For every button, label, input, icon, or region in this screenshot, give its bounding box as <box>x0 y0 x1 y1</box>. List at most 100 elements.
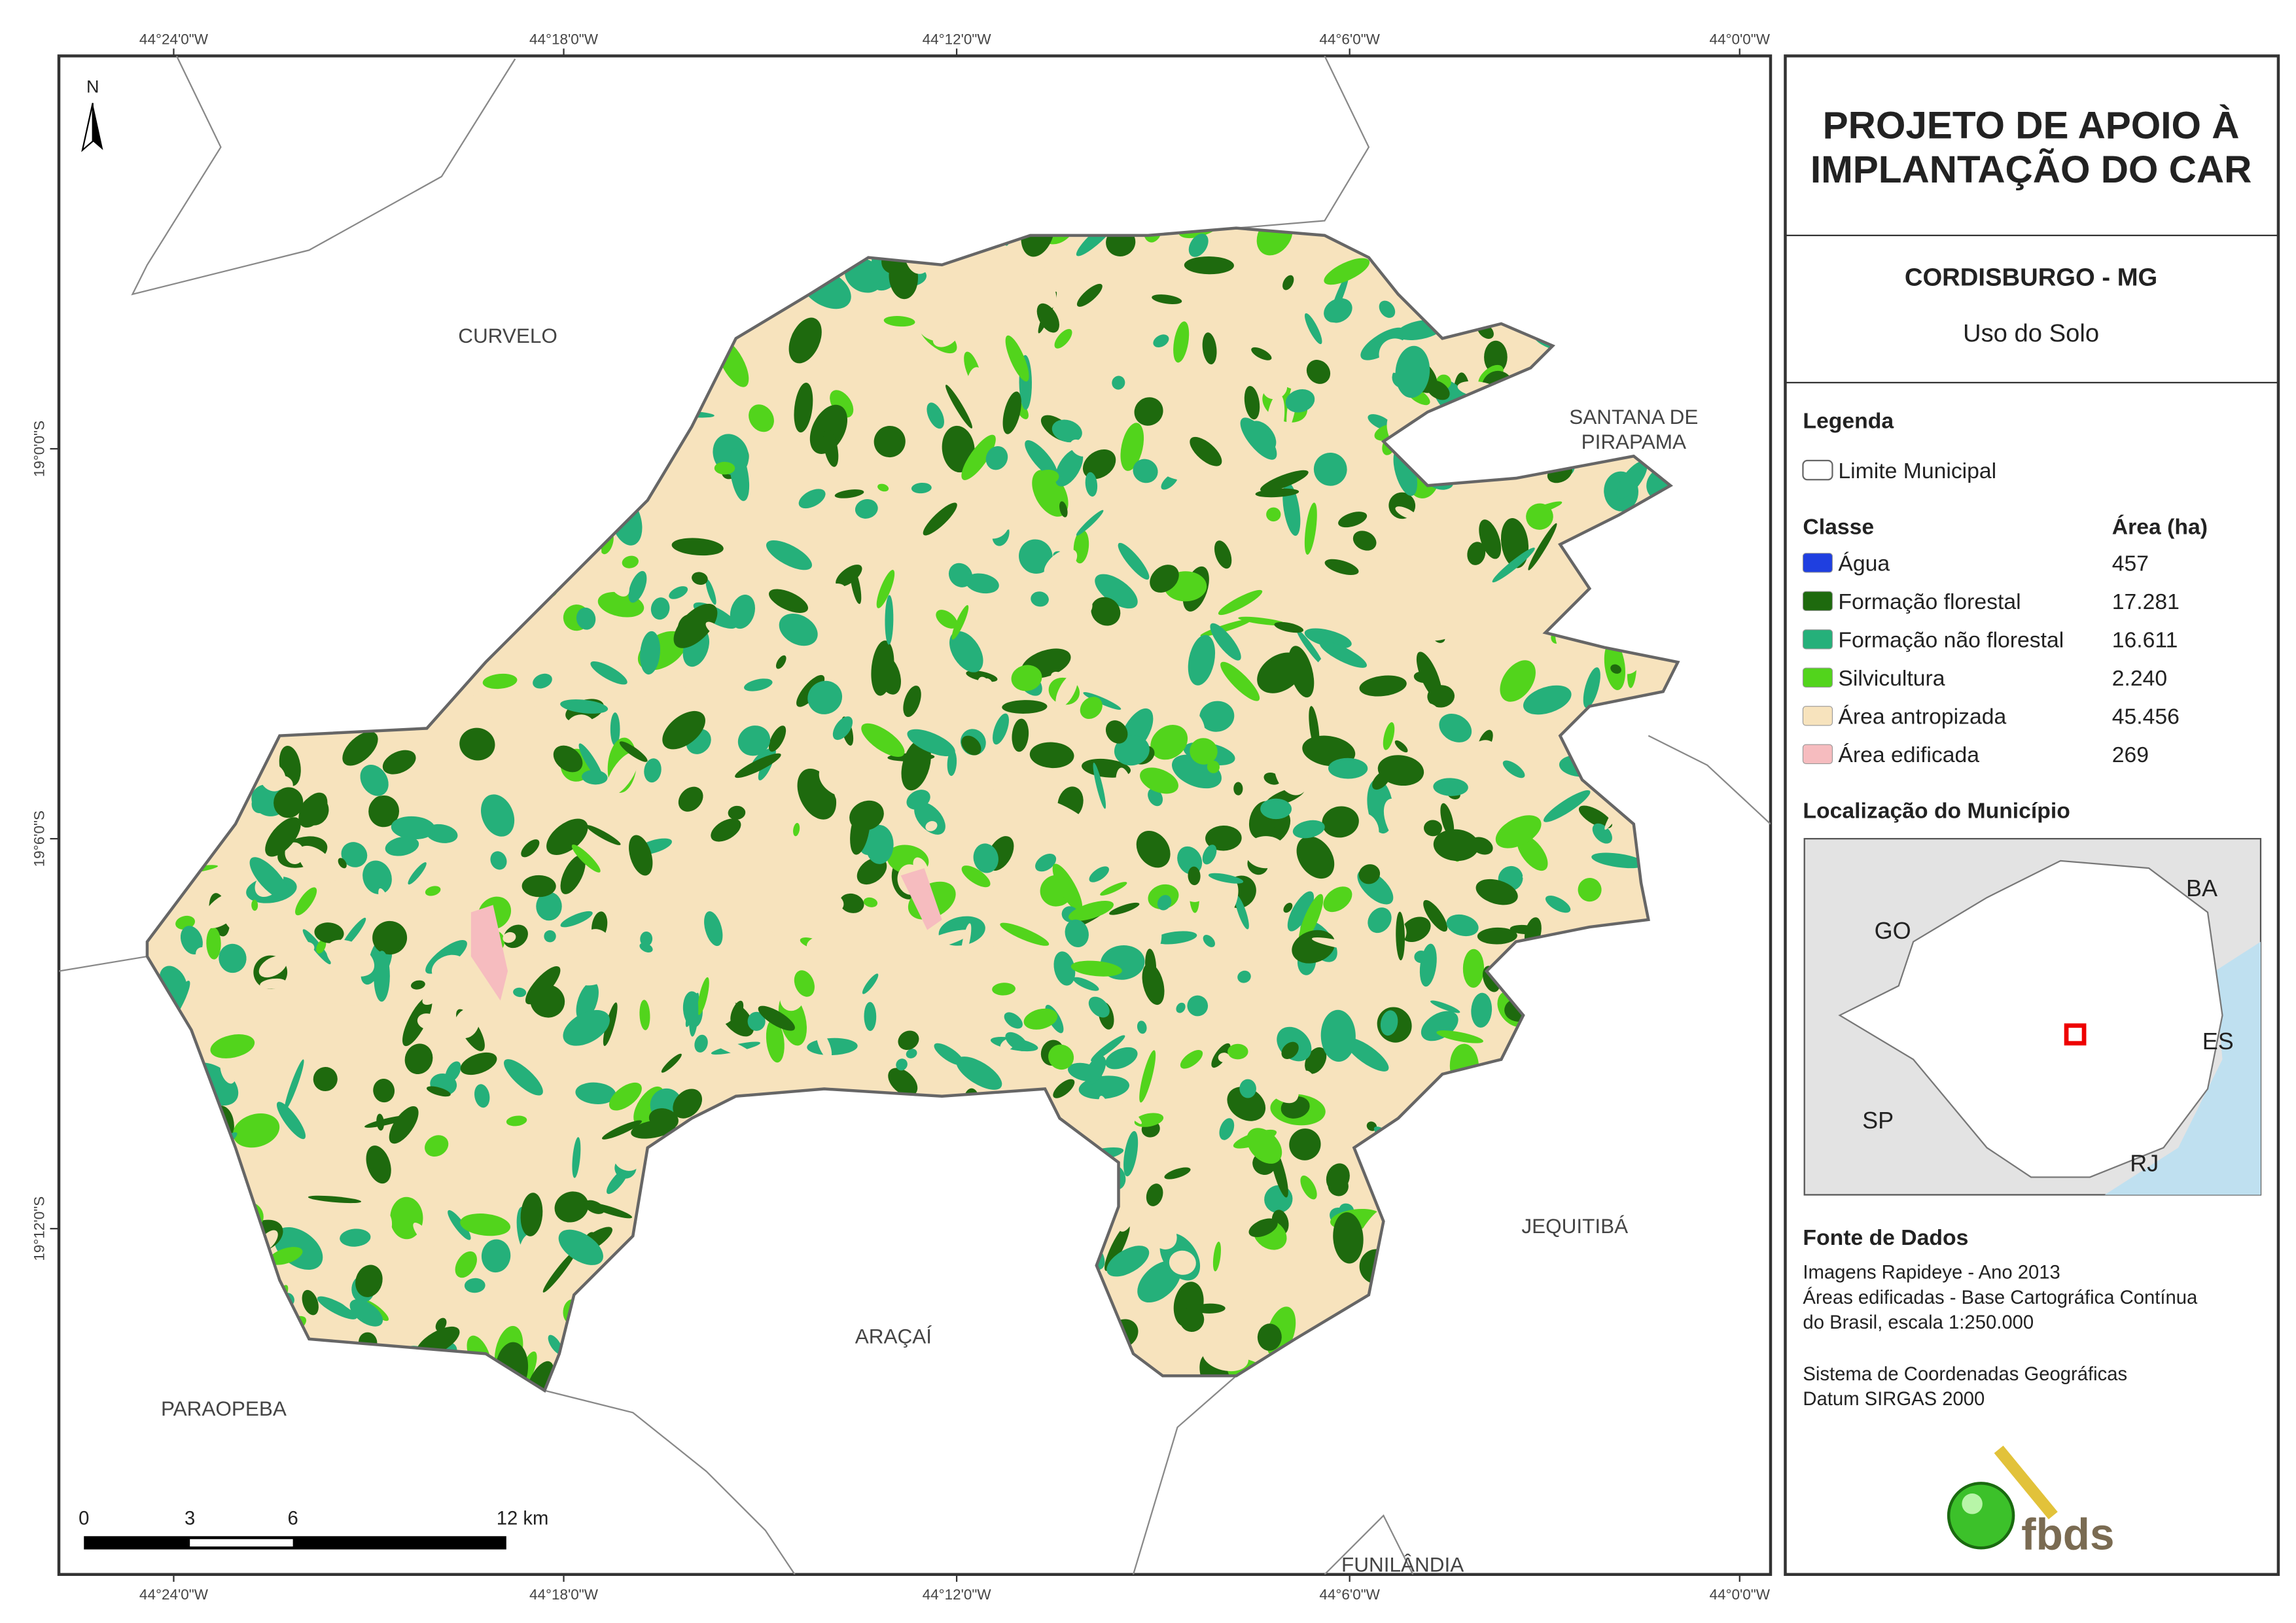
urban-patch <box>900 868 942 930</box>
lon-label: 44°18'0"W <box>529 31 599 47</box>
patch <box>1004 1012 1023 1029</box>
patch <box>1322 806 1359 838</box>
patch <box>372 920 408 955</box>
patch <box>560 855 586 894</box>
patch <box>1304 628 1352 649</box>
patch <box>1439 714 1472 742</box>
patch <box>989 787 1001 802</box>
patch <box>1012 718 1029 752</box>
patch <box>1118 542 1150 580</box>
scale-label: 6 <box>288 1508 298 1529</box>
patch <box>1281 1041 1299 1059</box>
patch <box>1202 1342 1248 1372</box>
patch <box>180 926 203 954</box>
patch <box>1220 661 1260 701</box>
patch <box>1616 461 1648 499</box>
patch <box>442 867 480 910</box>
patch <box>1145 949 1157 983</box>
patch <box>474 1084 490 1108</box>
patch <box>1025 440 1058 478</box>
patch <box>284 1059 304 1111</box>
patch <box>1492 548 1535 583</box>
patch <box>590 661 627 685</box>
patch <box>571 845 601 873</box>
patch <box>314 922 344 943</box>
patch <box>927 402 944 429</box>
class-header: Classe <box>1803 515 1874 540</box>
patch <box>1383 798 1415 847</box>
patch <box>806 935 842 957</box>
patch <box>794 970 815 997</box>
patch <box>210 1034 255 1058</box>
patch <box>1146 1218 1177 1249</box>
patch <box>790 366 837 381</box>
patch <box>1526 503 1553 530</box>
source-line: Imagens Rapideye - Ano 2013 <box>1803 1263 2060 1283</box>
patch <box>523 1157 569 1185</box>
patch <box>673 603 718 648</box>
patch <box>919 930 971 950</box>
patch <box>572 1137 581 1178</box>
patch <box>1054 328 1072 349</box>
patch <box>644 758 662 783</box>
patch <box>1149 918 1162 950</box>
patch <box>967 311 996 343</box>
legend-swatch <box>1802 667 1833 688</box>
legend-area: 457 <box>2112 551 2149 576</box>
patch <box>373 1211 393 1242</box>
patch <box>705 579 716 605</box>
patch <box>817 584 845 602</box>
legend-label: Formação florestal <box>1838 589 2021 614</box>
patch <box>607 883 626 915</box>
lon-label: 44°18'0"W <box>529 1586 599 1603</box>
patch <box>326 939 375 977</box>
patch <box>944 818 954 840</box>
legend-swatch <box>1802 706 1833 726</box>
patch <box>966 670 998 682</box>
patch <box>1271 371 1294 389</box>
patch <box>544 930 556 943</box>
patch <box>1298 894 1324 944</box>
patch <box>265 817 301 857</box>
patch <box>1333 1212 1364 1264</box>
patch <box>196 947 235 984</box>
patch <box>1256 228 1293 256</box>
patch <box>316 939 327 954</box>
patch <box>1289 1128 1321 1161</box>
patch <box>640 931 653 947</box>
patch <box>747 1011 766 1031</box>
legend-swatch <box>1802 744 1833 764</box>
patch <box>1502 760 1525 778</box>
patch <box>1188 866 1201 886</box>
patch <box>766 540 812 570</box>
patch <box>467 1154 497 1188</box>
patch <box>219 943 247 973</box>
patch <box>850 566 862 604</box>
patch <box>639 1000 650 1030</box>
patch <box>744 678 773 691</box>
patch <box>503 932 516 943</box>
patch <box>877 483 889 492</box>
legend-area: 45.456 <box>2112 705 2180 729</box>
patch <box>1214 540 1232 569</box>
patch <box>1248 1218 1278 1238</box>
patch <box>349 1299 383 1327</box>
patch <box>1296 629 1324 666</box>
patch <box>251 786 277 814</box>
patch <box>426 1086 451 1097</box>
patch <box>1245 836 1286 869</box>
patch <box>1150 725 1188 760</box>
boundary-swatch <box>1802 459 1833 481</box>
patch <box>560 699 609 714</box>
patch <box>1180 1050 1203 1069</box>
patch <box>1100 882 1127 896</box>
patch <box>1176 1002 1186 1013</box>
patch <box>1413 671 1432 683</box>
patch <box>737 725 771 756</box>
patch <box>223 916 253 947</box>
patch <box>1484 340 1508 374</box>
patch <box>977 676 1000 720</box>
patch <box>1105 1047 1138 1070</box>
patch <box>1495 815 1542 848</box>
patch <box>749 404 774 432</box>
